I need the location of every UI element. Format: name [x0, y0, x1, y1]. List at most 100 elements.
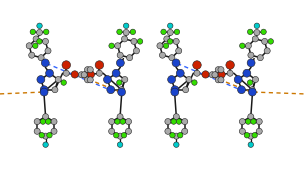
- Circle shape: [71, 71, 78, 78]
- Circle shape: [43, 133, 49, 139]
- Circle shape: [261, 29, 266, 35]
- Circle shape: [251, 119, 256, 124]
- Circle shape: [116, 59, 124, 67]
- Circle shape: [85, 77, 91, 83]
- Circle shape: [87, 77, 93, 83]
- Circle shape: [122, 36, 128, 42]
- Circle shape: [115, 43, 121, 49]
- Circle shape: [40, 86, 48, 94]
- Circle shape: [174, 142, 179, 147]
- Circle shape: [126, 119, 132, 125]
- Circle shape: [253, 77, 259, 83]
- Circle shape: [226, 61, 234, 69]
- Circle shape: [194, 70, 200, 76]
- Circle shape: [172, 59, 180, 67]
- Circle shape: [37, 76, 45, 84]
- Circle shape: [247, 29, 253, 35]
- Circle shape: [243, 69, 251, 77]
- Circle shape: [215, 77, 221, 83]
- Circle shape: [109, 119, 115, 125]
- Circle shape: [171, 86, 179, 94]
- Circle shape: [244, 132, 250, 138]
- Circle shape: [173, 114, 179, 120]
- Circle shape: [182, 119, 188, 125]
- Circle shape: [234, 76, 242, 84]
- Circle shape: [45, 48, 51, 54]
- Circle shape: [174, 29, 180, 35]
- Circle shape: [262, 38, 268, 44]
- Circle shape: [137, 39, 143, 44]
- Circle shape: [168, 23, 173, 29]
- Circle shape: [170, 132, 175, 138]
- Circle shape: [117, 29, 122, 35]
- Circle shape: [245, 43, 251, 49]
- Circle shape: [248, 133, 254, 139]
- Circle shape: [168, 76, 175, 84]
- Circle shape: [39, 132, 44, 138]
- Circle shape: [245, 119, 251, 124]
- Circle shape: [157, 43, 163, 49]
- Circle shape: [164, 36, 170, 42]
- Circle shape: [218, 71, 225, 78]
- Circle shape: [87, 67, 93, 73]
- Circle shape: [254, 23, 260, 29]
- Circle shape: [171, 119, 176, 124]
- Circle shape: [115, 119, 120, 124]
- Circle shape: [126, 55, 133, 61]
- Circle shape: [123, 23, 129, 29]
- Circle shape: [264, 48, 270, 54]
- Circle shape: [37, 23, 42, 29]
- Circle shape: [38, 55, 44, 61]
- Circle shape: [256, 128, 262, 134]
- Circle shape: [161, 29, 166, 35]
- Circle shape: [178, 132, 183, 138]
- Circle shape: [133, 48, 140, 54]
- Circle shape: [130, 29, 136, 35]
- Circle shape: [218, 67, 224, 73]
- Circle shape: [209, 72, 215, 78]
- Circle shape: [118, 88, 126, 96]
- Circle shape: [78, 72, 85, 78]
- Circle shape: [256, 119, 262, 125]
- Circle shape: [237, 86, 245, 94]
- Circle shape: [95, 61, 104, 69]
- Circle shape: [109, 43, 114, 49]
- Circle shape: [218, 77, 224, 83]
- Circle shape: [85, 67, 91, 73]
- Circle shape: [47, 132, 52, 138]
- Circle shape: [37, 39, 42, 44]
- Circle shape: [268, 39, 274, 44]
- Circle shape: [113, 132, 119, 138]
- Circle shape: [103, 76, 111, 84]
- Circle shape: [26, 43, 32, 49]
- Circle shape: [193, 61, 201, 69]
- Circle shape: [176, 69, 184, 77]
- Circle shape: [159, 52, 165, 58]
- Circle shape: [43, 29, 49, 35]
- Circle shape: [165, 128, 171, 134]
- Circle shape: [51, 119, 57, 125]
- Circle shape: [247, 80, 253, 85]
- Circle shape: [249, 87, 255, 93]
- Circle shape: [252, 36, 258, 42]
- Circle shape: [183, 87, 189, 93]
- Circle shape: [112, 69, 120, 77]
- Circle shape: [33, 43, 38, 49]
- Circle shape: [254, 29, 260, 36]
- Circle shape: [239, 128, 245, 134]
- Circle shape: [117, 52, 123, 58]
- Circle shape: [96, 70, 102, 76]
- Circle shape: [131, 38, 137, 44]
- Circle shape: [81, 72, 87, 78]
- Circle shape: [34, 119, 40, 125]
- Circle shape: [109, 128, 115, 134]
- Circle shape: [173, 38, 179, 44]
- Circle shape: [34, 128, 40, 134]
- Circle shape: [120, 119, 126, 124]
- Circle shape: [163, 43, 169, 49]
- Circle shape: [63, 70, 69, 76]
- Circle shape: [248, 142, 254, 147]
- Circle shape: [182, 128, 188, 134]
- Circle shape: [248, 52, 254, 58]
- Circle shape: [227, 70, 233, 76]
